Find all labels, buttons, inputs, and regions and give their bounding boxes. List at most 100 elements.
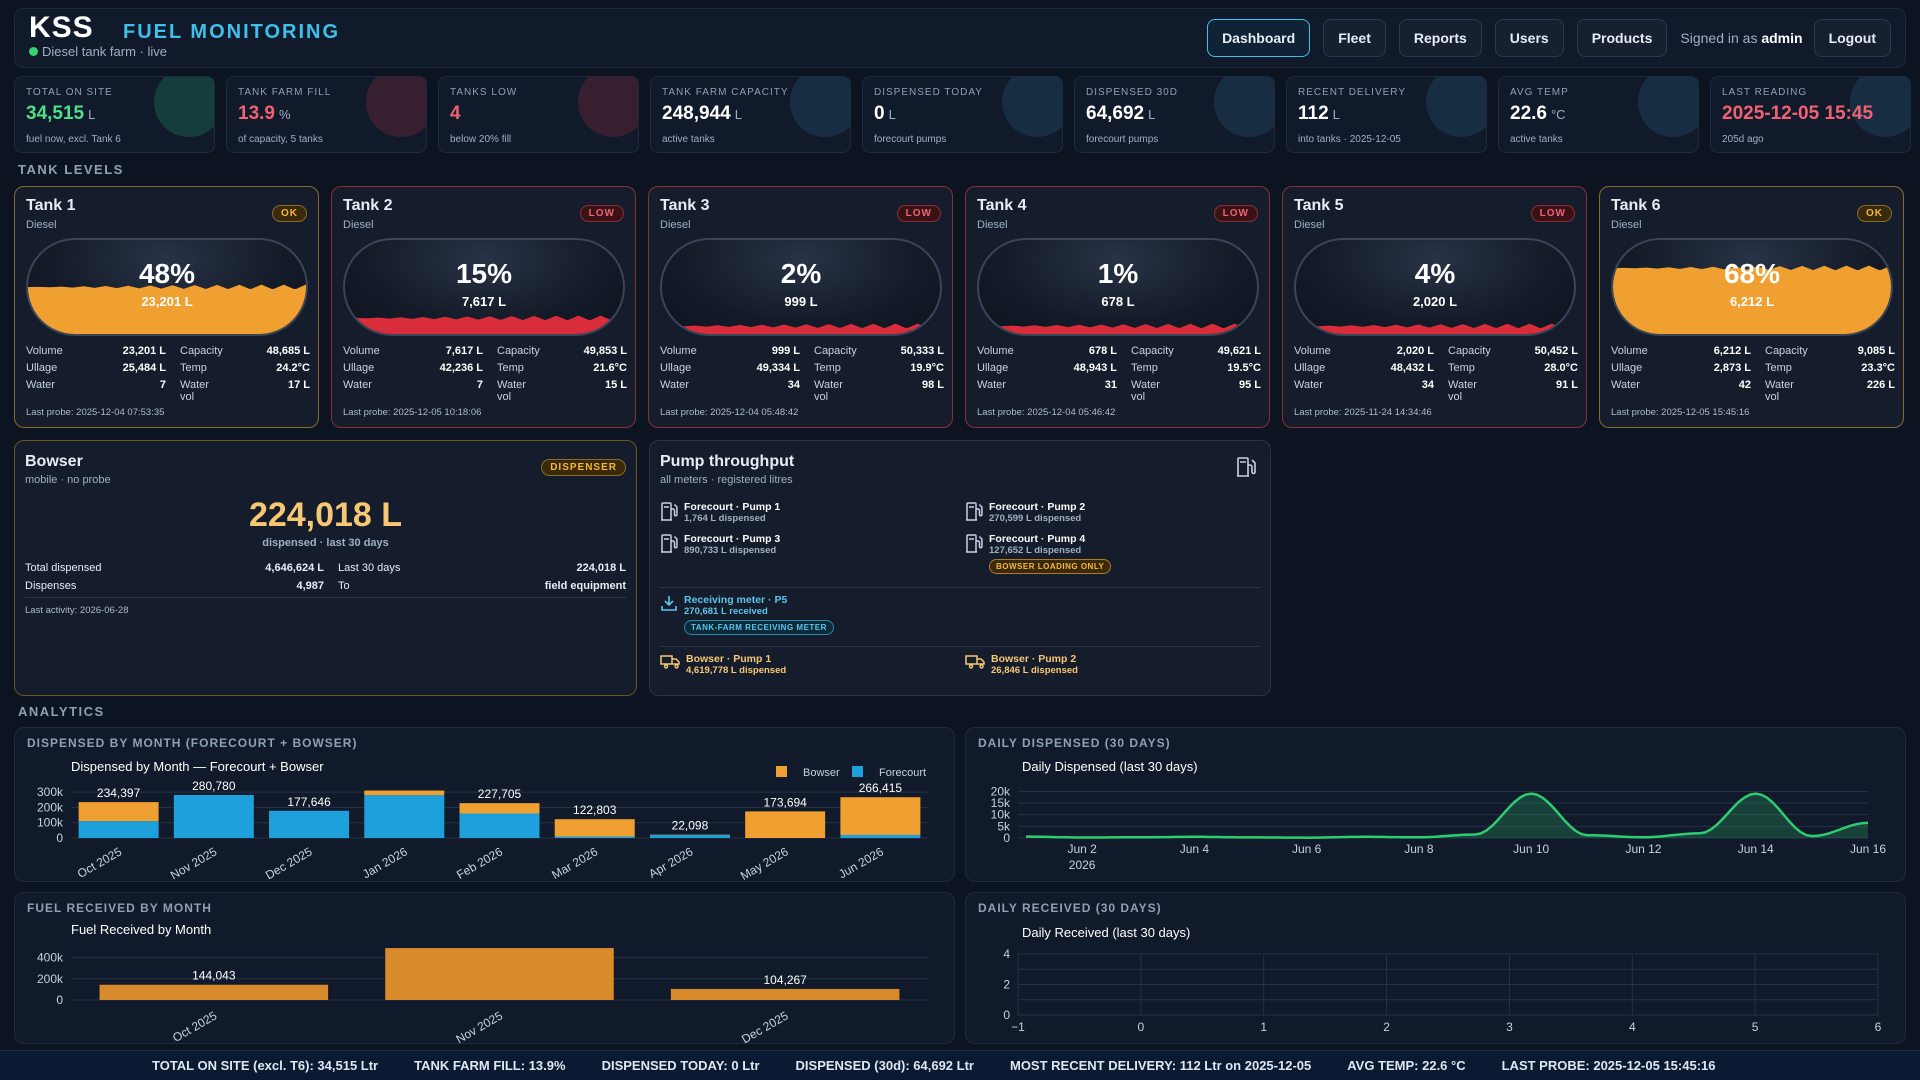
tank-card[interactable]: Tank 5 Diesel LOW 4% 2,020 L Volume 2,020 L Cap… (1282, 186, 1587, 428)
last30-value: 224,018 L (576, 562, 626, 574)
pump-text: Forecourt · Pump 3 890,733 L dispensed (684, 533, 780, 556)
signed-in-text: Signed in as admin (1680, 30, 1802, 46)
stat-subtitle: fuel now, excl. Tank 6 (26, 134, 121, 145)
nav-fleet-button[interactable]: Fleet (1323, 19, 1386, 57)
stat-subtitle: forecourt pumps (1086, 134, 1159, 145)
stat-value: 112 L (1298, 103, 1340, 125)
nav-users-button[interactable]: Users (1494, 19, 1564, 57)
tank-level-gauge: 68% 6,212 L (1611, 238, 1893, 336)
pump-detail: 1,764 L dispensed (684, 513, 766, 524)
app-title: FUEL MONITORING (123, 21, 341, 43)
pump-name: Forecourt · Pump 2 (989, 501, 1086, 513)
tank-card[interactable]: Tank 4 Diesel LOW 1% 678 L Volume 678 L Capacit… (965, 186, 1270, 428)
wave-shape (1296, 323, 1574, 331)
tank-name: Tank 5 (1294, 197, 1344, 214)
metric-value: 28.0°C (1544, 362, 1578, 374)
divider (660, 646, 1260, 647)
metric-value: 2,020 L (1396, 345, 1434, 357)
tank-card[interactable]: Tank 6 Diesel OK 68% 6,212 L Volume 6,212 L Cap… (1599, 186, 1904, 428)
metric-label: Ullage (660, 362, 692, 374)
nav-dashboard-button[interactable]: Dashboard (1207, 19, 1311, 57)
metric-value: 42,236 L (439, 362, 483, 374)
stat-subtitle: below 20% fill (450, 134, 512, 145)
daily-dispensed-chart: Daily Dispensed (last 30 days)05k10k15k2… (991, 759, 1887, 872)
tank-card[interactable]: Tank 1 Diesel OK 48% 23,201 L Volume 23,201 L C… (14, 186, 319, 428)
stat-subtitle: of capacity, 5 tanks (238, 134, 323, 145)
app-header: KSS FUEL MONITORING Diesel tank farm · l… (14, 8, 1906, 68)
chart-title: Daily Dispensed (last 30 days) (1022, 759, 1198, 774)
card-glow (154, 77, 214, 137)
panel-heading: DISPENSED BY MONTH (FORECOURT + BOWSER) (27, 736, 358, 750)
metric-label: Volume (660, 345, 697, 357)
daily-dispensed-panel: Daily Dispensed (last 30 days) 0 5k 10k 15k 2… (965, 727, 1906, 882)
axis-tick-label: Jun 4 (1180, 842, 1210, 856)
tank-card[interactable]: Tank 2 Diesel LOW 15% 7,617 L Volume 7,617 L Ca… (331, 186, 636, 428)
axis-tick-label: Nov 2025 (454, 1008, 506, 1044)
metric-value: 91 L (1555, 379, 1578, 391)
metric-value: 17 L (287, 379, 310, 391)
nav-products-button[interactable]: Products (1576, 19, 1668, 57)
legend-label: Forecourt (879, 767, 926, 779)
axis-tick-label: 2 (1383, 1020, 1390, 1034)
stat-card: LAST READING 2025-12-05 15:45 205d ago (1710, 76, 1911, 153)
metric-label: Capacity (814, 345, 857, 357)
dispenser-badge: DISPENSER (541, 459, 626, 476)
metric-value: 24.2°C (276, 362, 310, 374)
stat-value: 22.6 °C (1510, 103, 1566, 125)
legend-swatch (776, 766, 787, 777)
footer-stat: TOTAL ON SITE (excl. T6): 34,515 Ltr (152, 1058, 379, 1073)
stat-subtitle: 205d ago (1722, 134, 1764, 145)
logout-button[interactable]: Logout (1813, 19, 1891, 57)
tank-name: Tank 1 (26, 197, 76, 214)
pump-throughput-title: Pump throughput (660, 453, 795, 470)
metric-label: Temp (814, 362, 841, 374)
metric-label: Temp (497, 362, 524, 374)
metric-value: 34 (1421, 379, 1434, 391)
pump-icon (966, 534, 983, 553)
pump-detail: 270,599 L dispensed (989, 513, 1082, 524)
card-glow (366, 77, 426, 137)
area-fill (1026, 793, 1868, 838)
metric-value: 226 L (1866, 379, 1895, 391)
metric-value: 7 (476, 379, 483, 391)
last30-label: Last 30 days (338, 562, 401, 574)
axis-tick-label: Feb 2026 (454, 844, 505, 882)
fill-litres: 678 L (1101, 294, 1135, 309)
bowser-pump-item: Bowser · Pump 1 4,619,778 L dispensed (660, 653, 786, 676)
metric-label: Water vol (814, 379, 843, 403)
footer-stat: TANK FARM FILL: 13.9% (414, 1058, 566, 1073)
last-probe: Last probe: 2025-12-04 05:48:42 (660, 407, 799, 418)
tank-name: Tank 3 (660, 197, 710, 214)
pump-item: Forecourt · Pump 4 127,652 L dispensed BOW… (965, 533, 1112, 574)
metric-value: 678 L (1088, 345, 1117, 357)
axis-tick-label: 2 (1003, 978, 1010, 992)
metric-value: 25,484 L (122, 362, 166, 374)
truck-icon (660, 655, 680, 669)
tank-card[interactable]: Tank 3 Diesel LOW 2% 999 L Volume 999 L Capacit… (648, 186, 953, 428)
metric-label: Volume (1294, 345, 1331, 357)
metric-label: Temp (180, 362, 207, 374)
pump-item: Forecourt · Pump 2 270,599 L dispensed (965, 501, 1085, 524)
nav-reports-button[interactable]: Reports (1398, 19, 1482, 57)
axis-tick-label: 0 (1138, 1020, 1145, 1034)
axis-tick-label: Jun 8 (1404, 842, 1434, 856)
card-glow (578, 77, 638, 137)
pump-text: Receiving meter · P5 270,681 L received TA… (684, 594, 834, 635)
pump-name: Forecourt · Pump 4 (989, 533, 1086, 545)
truck-icon (965, 655, 985, 669)
metric-label: Temp (1448, 362, 1475, 374)
bar (459, 813, 540, 838)
analytics-heading: ANALYTICS (18, 704, 105, 719)
stat-card: TANKS LOW 4 below 20% fill (438, 76, 639, 153)
status-badge: OK (1857, 205, 1892, 222)
metric-label: Water vol (1765, 379, 1794, 403)
bar (554, 836, 635, 838)
pump-text: Forecourt · Pump 1 1,764 L dispensed (684, 501, 780, 524)
metric-label: Water (1294, 379, 1323, 391)
bar (670, 988, 900, 1000)
legend-swatch (852, 766, 863, 777)
axis-tick-label: Jun 12 (1625, 842, 1661, 856)
tank-fill-level (979, 323, 1257, 334)
